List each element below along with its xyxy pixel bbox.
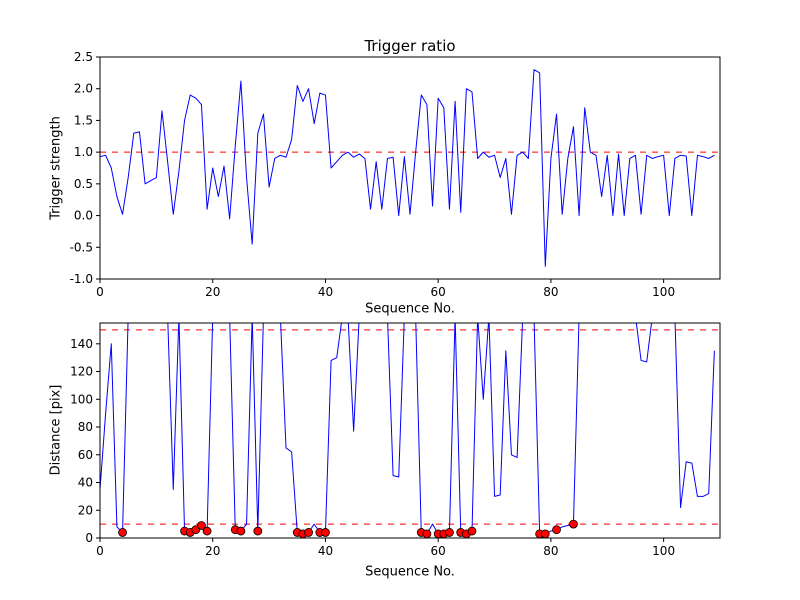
x-tick-label: 60 xyxy=(431,544,446,558)
y-tick-label: 2.5 xyxy=(74,50,93,64)
triggered-points-marker xyxy=(467,526,477,536)
y-tick-label: 0.5 xyxy=(74,177,93,191)
triggered-points-marker xyxy=(321,528,330,537)
triggered-points-marker xyxy=(197,521,206,530)
y-tick-label: 40 xyxy=(78,476,93,490)
triggered-points-marker xyxy=(445,528,454,537)
plot-area-0 xyxy=(100,69,720,267)
triggered-points-marker xyxy=(236,526,246,536)
x-tick-label: 20 xyxy=(205,544,220,558)
plot-area-1 xyxy=(100,323,720,538)
triggered-points-marker xyxy=(304,528,313,537)
top-plot-xlabel: Sequence No. xyxy=(365,301,455,317)
x-tick-label: 60 xyxy=(431,285,446,299)
x-tick-label: 100 xyxy=(652,544,675,558)
y-tick-label: 20 xyxy=(78,503,93,517)
triggered-points-marker xyxy=(118,528,127,537)
triggered-points-marker xyxy=(540,529,550,538)
triggered-points-marker xyxy=(202,526,212,536)
y-tick-label: 2.0 xyxy=(74,82,93,96)
x-tick-label: 20 xyxy=(205,285,220,299)
y-tick-label: -0.5 xyxy=(70,240,93,254)
x-tick-label: 40 xyxy=(318,285,333,299)
axes-frame-0 xyxy=(99,56,721,280)
y-tick-label: 0 xyxy=(85,531,93,545)
y-tick-label: -1.0 xyxy=(70,272,93,286)
y-tick-label: 100 xyxy=(70,392,93,406)
y-tick-label: 1.5 xyxy=(74,113,93,127)
triggered-points-marker xyxy=(253,526,263,536)
x-tick-label: 0 xyxy=(96,544,104,558)
y-tick-label: 0.0 xyxy=(74,209,93,223)
triggered-points-marker xyxy=(552,525,561,535)
trigger-strength-line xyxy=(100,69,715,267)
x-tick-label: 80 xyxy=(543,285,558,299)
y-tick-label: 1.0 xyxy=(74,145,93,159)
y-tick-label: 80 xyxy=(78,420,93,434)
x-tick-label: 100 xyxy=(652,285,675,299)
x-tick-label: 80 xyxy=(543,544,558,558)
triggered-points-marker xyxy=(422,529,432,538)
axes-frame-1 xyxy=(99,322,721,539)
distance-line xyxy=(100,323,715,535)
x-tick-label: 0 xyxy=(96,285,104,299)
bottom-plot-ylabel: Distance [pix] xyxy=(48,384,64,476)
top-plot-ylabel: Trigger strength xyxy=(48,116,64,220)
bottom-plot-xlabel: Sequence No. xyxy=(365,564,455,580)
triggered-points-marker xyxy=(569,519,578,529)
x-tick-label: 40 xyxy=(318,544,333,558)
y-tick-label: 60 xyxy=(78,448,93,462)
y-tick-label: 140 xyxy=(70,337,93,351)
y-tick-label: 120 xyxy=(70,365,93,379)
top-plot-title: Trigger ratio xyxy=(364,37,456,55)
